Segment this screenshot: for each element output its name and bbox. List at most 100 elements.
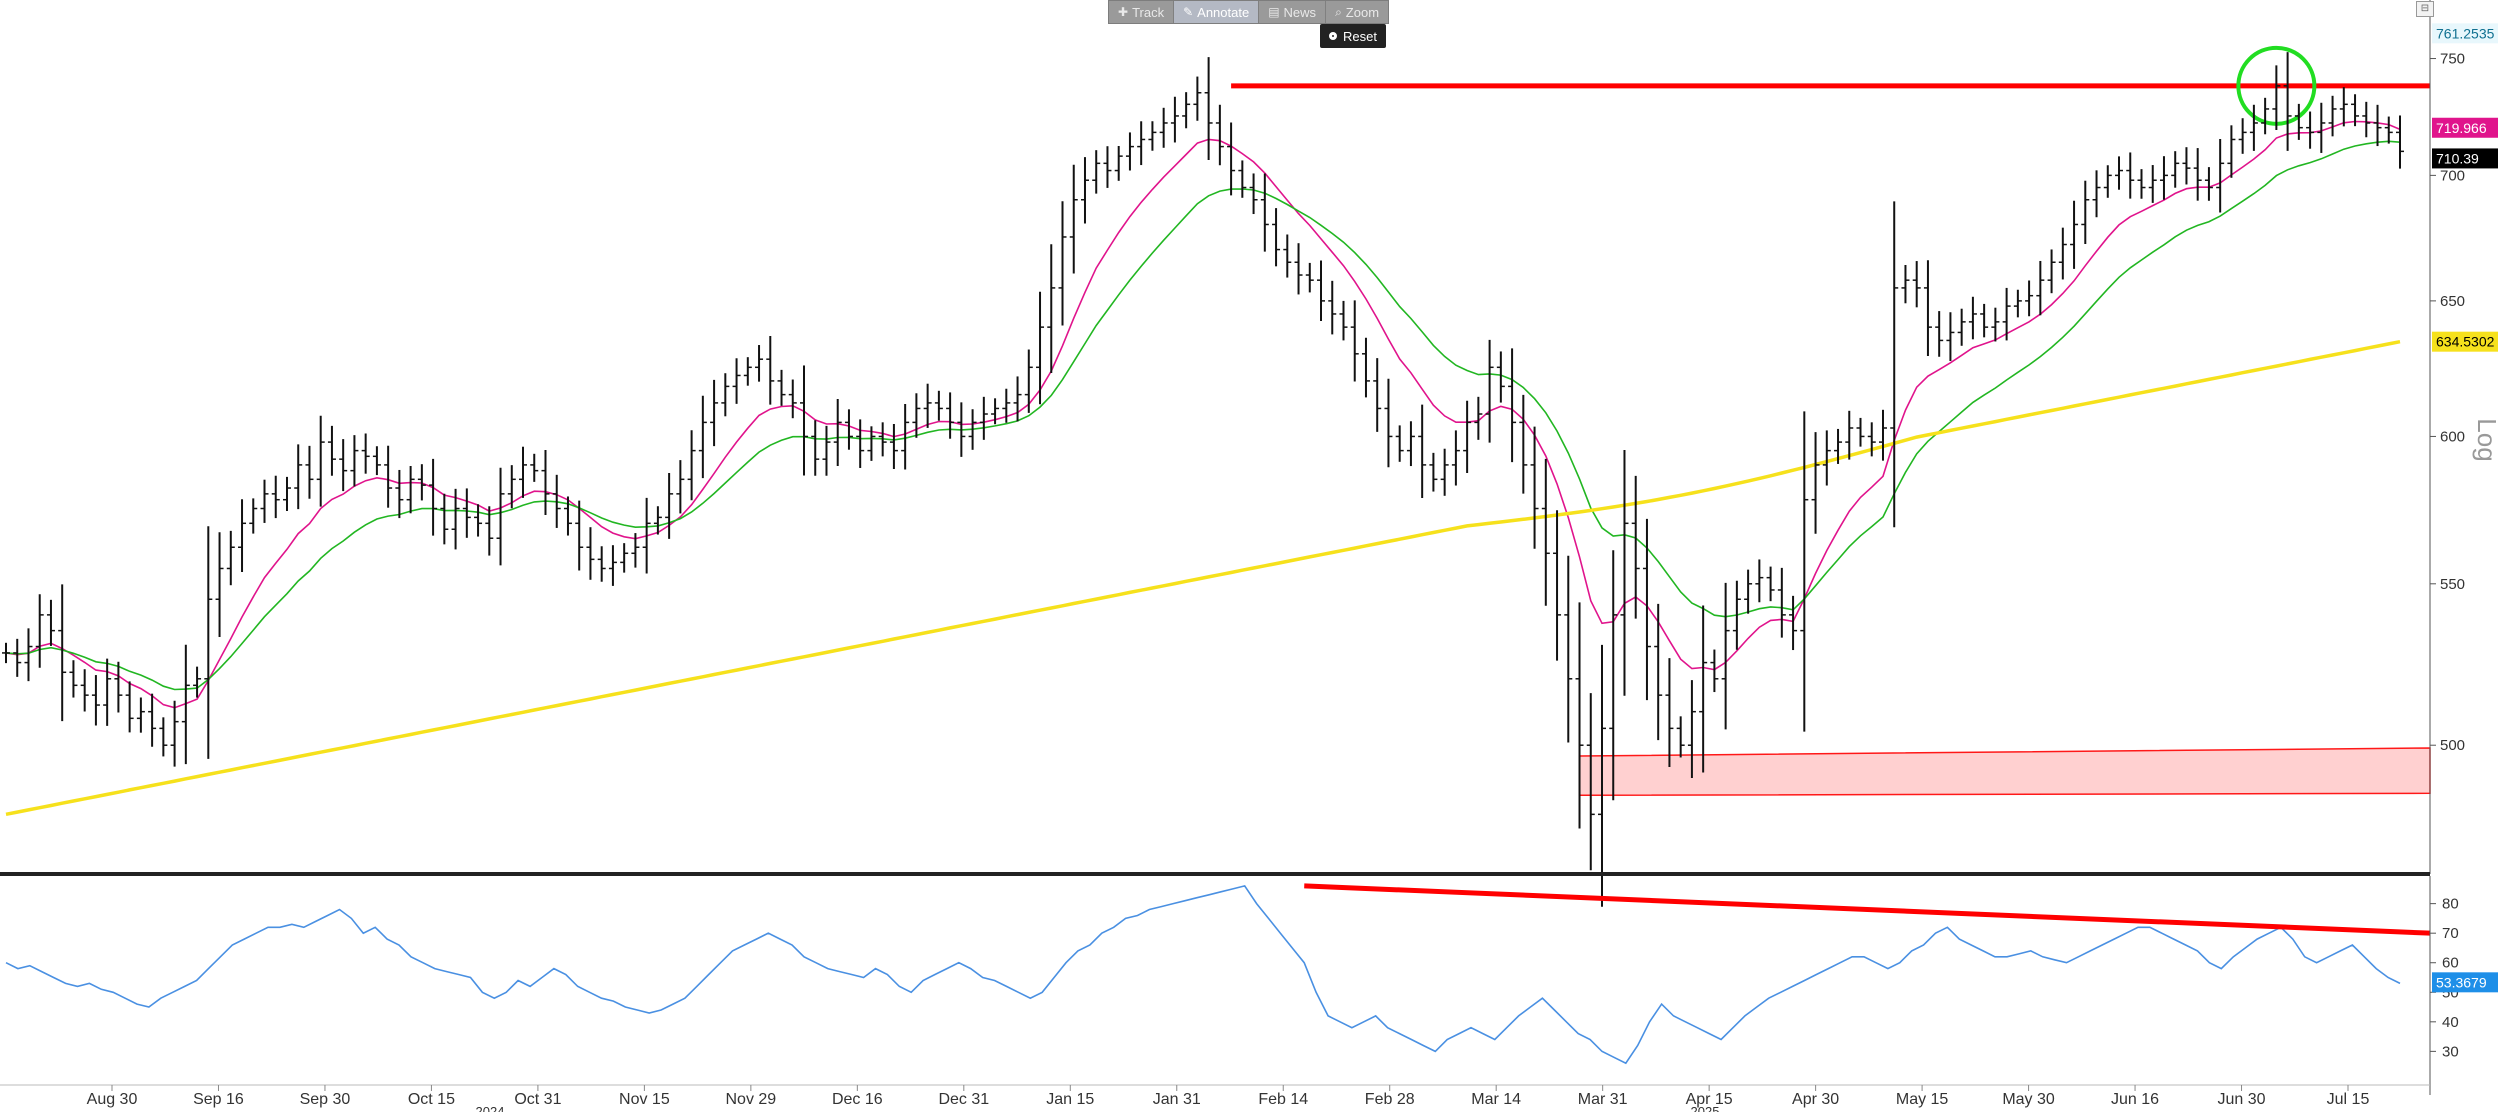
ma-slow-label-bg (2432, 331, 2498, 352)
price-bar (1744, 569, 1753, 614)
price-bar (1451, 430, 1460, 486)
price-bar (1890, 201, 1899, 528)
price-bar (35, 594, 44, 668)
price-bar (2047, 249, 2056, 294)
price-bar (384, 445, 393, 508)
price-bar (1339, 300, 1348, 341)
price-bar (226, 530, 235, 586)
price-bar (1980, 303, 1989, 338)
price-bar (339, 439, 348, 492)
price-bar (1227, 122, 1236, 196)
price-bar (1148, 121, 1157, 151)
price-bar (2216, 138, 2225, 213)
ma-medium-label: 710.39 (2436, 150, 2479, 166)
price-bar (979, 396, 988, 440)
price-bar (811, 420, 820, 476)
price-bar (24, 628, 33, 682)
price-bar (204, 526, 213, 759)
price-bar (69, 660, 78, 698)
moving-average-line (5, 339, 2401, 817)
time-tick-label: May 15 (1896, 1091, 1949, 1108)
price-bar (631, 533, 640, 568)
price-bar (676, 460, 685, 514)
oscillator-panel (5, 883, 2431, 1065)
zoom-button[interactable]: ⌕ Zoom (1326, 1, 1388, 23)
price-bar (2249, 104, 2258, 151)
price-bar (2227, 125, 2236, 178)
price-bar (1395, 425, 1404, 462)
price-bar (2238, 118, 2247, 154)
price-bar (519, 446, 528, 498)
price-bar (833, 399, 842, 467)
price-bar (1912, 261, 1921, 308)
price-bar (260, 479, 269, 523)
news-icon: ▤ (1268, 5, 1280, 19)
price-bar (1069, 164, 1078, 274)
price-bar (586, 527, 595, 580)
price-bar (957, 402, 966, 457)
price-bar (103, 658, 112, 726)
track-button[interactable]: ✚ Track (1109, 1, 1175, 23)
price-bar (2115, 156, 2124, 190)
news-button[interactable]: ▤ News (1259, 1, 1327, 23)
reset-button[interactable]: Reset (1320, 24, 1386, 48)
price-bar (1440, 448, 1449, 496)
price-bar (148, 693, 157, 747)
price-bar (575, 500, 584, 571)
price-bar (800, 365, 808, 476)
price-bar (372, 446, 381, 476)
ma-slow-label: 634.5302 (2436, 334, 2495, 350)
price-bar (2, 642, 10, 664)
time-tick-label: Jan 31 (1153, 1091, 1201, 1108)
price-bar (1361, 337, 1370, 398)
price-bar (2396, 115, 2404, 169)
price-bars (2, 52, 2404, 907)
price-bar (474, 504, 483, 537)
price-bar (1553, 510, 1562, 661)
annotate-button[interactable]: ✎ Annotate (1174, 1, 1260, 23)
price-bar (238, 499, 247, 573)
price-bar (1654, 603, 1663, 741)
ma-medium-label-bg (2432, 148, 2498, 169)
price-bar (1137, 121, 1146, 166)
track-label: Track (1132, 4, 1165, 20)
ma-fast-label-bg (2432, 117, 2498, 138)
osc-last-bg (2432, 972, 2498, 993)
time-tick-label: Nov 29 (726, 1091, 777, 1108)
price-tick-label: 750 (2440, 51, 2465, 68)
price-bar (721, 373, 730, 417)
price-bar (2070, 200, 2079, 269)
price-bar (788, 379, 797, 419)
price-bar (1193, 76, 1202, 121)
price-bar (2182, 147, 2191, 185)
price-bar (901, 404, 910, 470)
price-bar (1822, 430, 1831, 486)
price-bar (1530, 426, 1539, 549)
chart-toolbar: ✚ Track ✎ Annotate ▤ News ⌕ Zoom (1108, 0, 1390, 24)
price-bar (2306, 111, 2315, 149)
price-bar (1923, 260, 1932, 356)
price-bar (541, 450, 550, 516)
price-bar (46, 599, 55, 646)
price-bar (844, 409, 853, 450)
price-bar (1002, 388, 1011, 423)
price-bar (159, 717, 168, 757)
price-bar (1294, 243, 1303, 295)
window-options-icon[interactable]: ⊟ (2416, 1, 2434, 17)
price-bar (2126, 152, 2135, 199)
price-bar (13, 638, 22, 677)
price-bar (2137, 169, 2146, 199)
price-bar (2081, 180, 2090, 245)
price-bar (1373, 358, 1382, 432)
price-bar (687, 430, 696, 501)
price-bar (136, 697, 145, 733)
time-tick-label: Mar 14 (1471, 1091, 1521, 1108)
time-axis: Aug 30 Sep 16 Sep 30 Oct 15 Oct 31 Nov 15 Nov … (0, 1084, 2430, 1112)
price-bar (1867, 422, 1876, 457)
price-bar (1429, 452, 1438, 492)
osc-tick-label: 60 (2442, 955, 2459, 972)
log-scale-label: Log (2472, 418, 2498, 461)
price-bar (1732, 580, 1741, 650)
price-bar (1856, 417, 1865, 447)
